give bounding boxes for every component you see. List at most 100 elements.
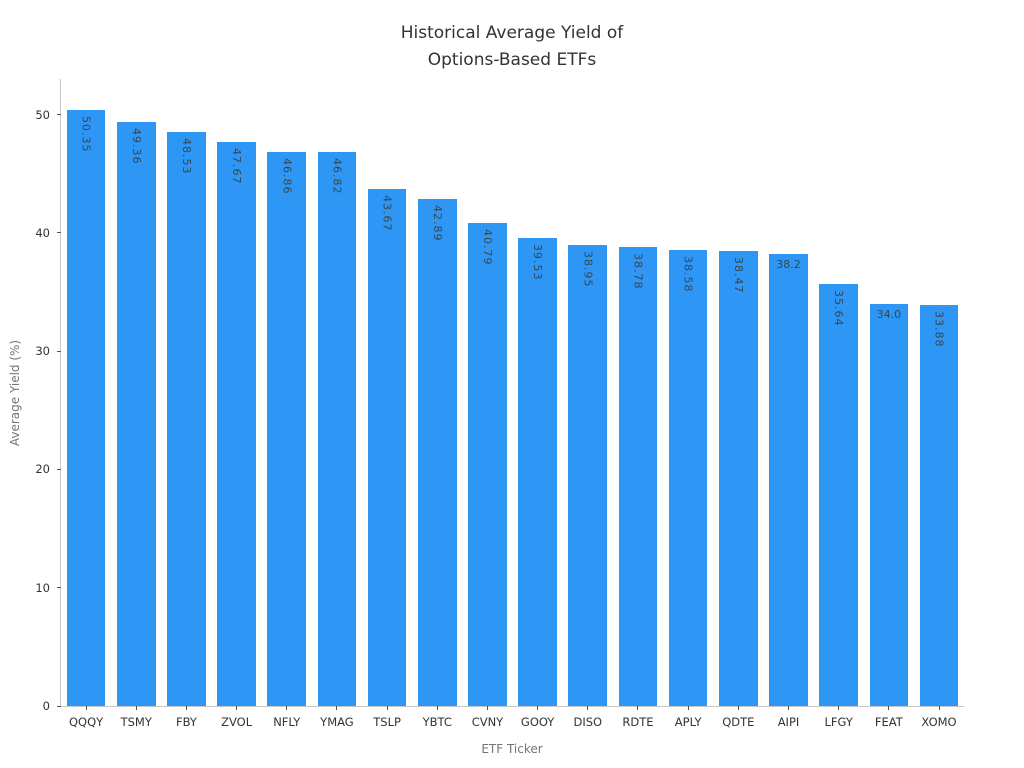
y-tick-label: 0: [42, 699, 50, 713]
x-tick-label: AIPI: [777, 715, 800, 729]
x-tick-NFLY: NFLY: [262, 706, 312, 729]
y-tick-mark: [57, 114, 61, 115]
x-tick-mark: [587, 706, 589, 710]
x-tick-GOOY: GOOY: [513, 706, 563, 729]
bar-value-label-ZVOL: 47.67: [230, 148, 244, 185]
y-tick-label: 40: [35, 225, 50, 240]
bars-container: 50.35 49.36 48.53 47.67 46.86 46.82 43.67 42.89…: [61, 79, 964, 706]
bar-value-label-LFGY: 35.64: [832, 290, 846, 327]
bar-slot-YBTC: 42.89: [412, 79, 462, 706]
bar-slot-YMAG: 46.82: [312, 79, 362, 706]
bar-QDTE: 38.47: [719, 250, 758, 706]
x-tick-CVNY: CVNY: [462, 706, 512, 729]
x-axis: QQQY TSMY FBY ZVOL NFLY YMAG TSLP YBTC CVNY GOOY D…: [61, 706, 964, 729]
x-tick-mark: [687, 706, 689, 710]
y-axis-title: Average Yield (%): [8, 339, 22, 447]
bar-slot-FEAT: 34.0: [864, 79, 914, 706]
y-tick-label: 30: [35, 344, 50, 359]
bar-slot-NFLY: 46.86: [262, 79, 312, 706]
x-tick-label: ZVOL: [221, 715, 253, 729]
x-tick-mark: [185, 706, 187, 710]
bar-value-label-QQQY: 50.35: [79, 116, 93, 153]
bar-QQQY: 50.35: [66, 110, 106, 706]
x-tick-label: CVNY: [471, 715, 504, 729]
bar-value-label-CVNY: 40.79: [480, 229, 494, 266]
bar-AIPI: 38.2: [769, 254, 808, 706]
bar-value-label-GOOY: 39.53: [531, 244, 545, 281]
x-tick-QDTE: QDTE: [713, 706, 763, 729]
bar-YMAG: 46.82: [317, 152, 357, 706]
y-tick-30: 30: [35, 344, 61, 358]
x-tick-mark: [787, 706, 789, 710]
bar-CVNY: 40.79: [468, 223, 507, 706]
bar-slot-LFGY: 35.64: [814, 79, 864, 706]
bar-TSLP: 43.67: [367, 189, 407, 706]
x-tick-label: LFGY: [824, 715, 853, 729]
x-tick-QQQY: QQQY: [61, 706, 111, 729]
y-tick-mark: [57, 468, 61, 470]
x-tick-DISO: DISO: [563, 706, 613, 729]
bar-slot-GOOY: 39.53: [513, 79, 563, 706]
y-tick-mark: [57, 587, 61, 589]
chart-title: Historical Average Yield of Options-Base…: [0, 20, 1024, 74]
bar-value-label-YMAG: 46.82: [330, 158, 344, 195]
bar-slot-CVNY: 40.79: [462, 79, 512, 706]
bar-FBY: 48.53: [167, 131, 206, 706]
bar-value-label-FEAT: 34.0: [876, 307, 902, 321]
x-tick-label: DISO: [573, 715, 603, 729]
bar-RDTE: 38.78: [618, 247, 658, 706]
y-tick-mark: [57, 232, 61, 234]
bar-slot-RDTE: 38.78: [613, 79, 663, 706]
bar-value-label-YBTC: 42.89: [430, 204, 444, 242]
bar-slot-TSMY: 49.36: [111, 79, 161, 706]
x-tick-LFGY: LFGY: [814, 706, 864, 729]
bar-slot-QQQY: 50.35: [61, 79, 111, 706]
x-tick-YBTC: YBTC: [412, 706, 462, 729]
x-tick-ZVOL: ZVOL: [212, 706, 262, 729]
y-tick-mark: [57, 705, 61, 707]
y-tick-40: 40: [35, 226, 61, 240]
x-tick-label: XOMO: [921, 715, 957, 729]
chart-title-line-1: Historical Average Yield of: [400, 23, 624, 43]
bar-NFLY: 46.86: [267, 151, 307, 706]
x-tick-mark: [838, 706, 840, 710]
bar-value-label-APLY: 38.58: [681, 255, 695, 293]
x-tick-mark: [888, 706, 890, 710]
x-tick-mark: [486, 706, 488, 710]
x-tick-label: FEAT: [874, 715, 903, 729]
x-tick-FBY: FBY: [161, 706, 211, 729]
x-tick-mark: [286, 706, 288, 710]
x-tick-label: FBY: [175, 715, 197, 729]
x-tick-label: RDTE: [622, 715, 654, 729]
x-tick-label: TSMY: [120, 715, 152, 729]
bar-GOOY: 39.53: [518, 238, 557, 706]
x-tick-mark: [436, 706, 438, 710]
y-tick-10: 10: [35, 581, 61, 595]
x-tick-mark: [85, 706, 87, 710]
x-tick-label: YMAG: [320, 715, 354, 729]
x-tick-mark: [236, 706, 238, 710]
bar-slot-ZVOL: 47.67: [212, 79, 262, 706]
y-tick-20: 20: [35, 462, 61, 476]
bar-value-label-AIPI: 38.2: [776, 258, 801, 272]
x-tick-label: QDTE: [722, 715, 755, 729]
x-tick-RDTE: RDTE: [613, 706, 663, 729]
bar-slot-TSLP: 43.67: [362, 79, 412, 706]
x-tick-label: GOOY: [520, 715, 555, 729]
x-tick-AIPI: AIPI: [763, 706, 813, 729]
x-tick-mark: [336, 706, 338, 710]
bar-TSMY: 49.36: [116, 122, 156, 706]
x-tick-mark: [537, 706, 539, 710]
x-tick-YMAG: YMAG: [312, 706, 362, 729]
x-tick-mark: [386, 706, 388, 710]
bar-slot-APLY: 38.58: [663, 79, 713, 706]
bar-value-label-RDTE: 38.78: [631, 253, 645, 290]
x-tick-APLY: APLY: [663, 706, 713, 729]
x-tick-mark: [938, 706, 940, 710]
y-tick-label: 20: [35, 462, 50, 477]
bar-slot-QDTE: 38.47: [713, 79, 763, 706]
bar-value-label-TSLP: 43.67: [380, 195, 394, 232]
x-tick-mark: [737, 706, 739, 710]
x-tick-XOMO: XOMO: [914, 706, 964, 729]
